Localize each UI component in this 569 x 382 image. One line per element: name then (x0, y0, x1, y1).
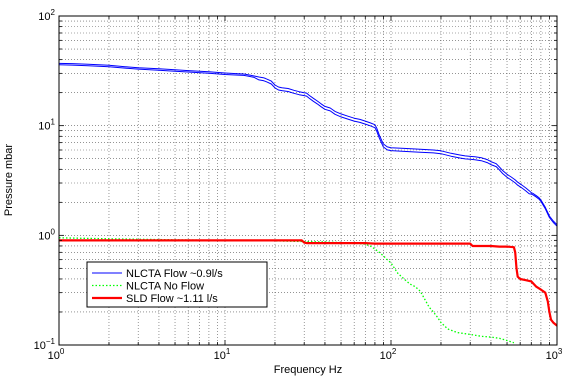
y-tick-label-base: 10 (38, 11, 50, 23)
y-tick-label-exponent: −1 (46, 337, 56, 346)
series-3 (59, 239, 557, 327)
y-tick-label: 101 (38, 118, 55, 133)
series-line-3 (59, 239, 557, 327)
x-tick-label-exponent: 2 (392, 347, 397, 356)
series-line-1 (59, 62, 557, 226)
x-tick-label-base: 10 (546, 350, 558, 362)
y-tick-label: 100 (38, 227, 55, 242)
series-2 (59, 237, 515, 344)
y-tick-label-exponent: 0 (51, 227, 56, 236)
x-tick-label: 102 (380, 347, 397, 362)
x-axis-label: Frequency Hz (274, 364, 342, 376)
x-tick-label-base: 10 (48, 350, 60, 362)
y-axis-label: Pressure mbar (3, 144, 15, 216)
grid (59, 16, 557, 345)
x-tick-label: 103 (546, 347, 563, 362)
x-tick-label-exponent: 3 (558, 347, 563, 356)
y-tick-label-base: 10 (38, 230, 50, 242)
y-tick-label: 10−1 (34, 337, 56, 352)
plot-frame (58, 15, 558, 346)
x-tick-label-base: 10 (380, 350, 392, 362)
axis-ticks (58, 15, 558, 346)
legend-label-1: NLCTA Flow ~0.9l/s (126, 268, 223, 280)
series-group (59, 62, 557, 344)
y-tick-label: 102 (38, 8, 55, 23)
x-tick-label: 101 (214, 347, 231, 362)
x-tick-label-base: 10 (214, 350, 226, 362)
legend-label-2: NLCTA No Flow (126, 281, 204, 293)
series-line-2 (59, 237, 515, 344)
y-tick-label-exponent: 2 (51, 8, 56, 17)
x-tick-label-exponent: 0 (60, 347, 65, 356)
y-tick-label-base: 10 (34, 340, 46, 352)
legend-box (86, 261, 268, 308)
series-line-1-trace (59, 64, 557, 227)
x-tick-label-exponent: 1 (226, 347, 231, 356)
legend-label-3: SLD Flow ~1.11 l/s (126, 293, 218, 305)
y-tick-label-exponent: 1 (51, 118, 56, 127)
series-1 (59, 62, 557, 227)
x-tick-label: 100 (48, 347, 65, 362)
y-tick-label-base: 10 (38, 121, 50, 133)
